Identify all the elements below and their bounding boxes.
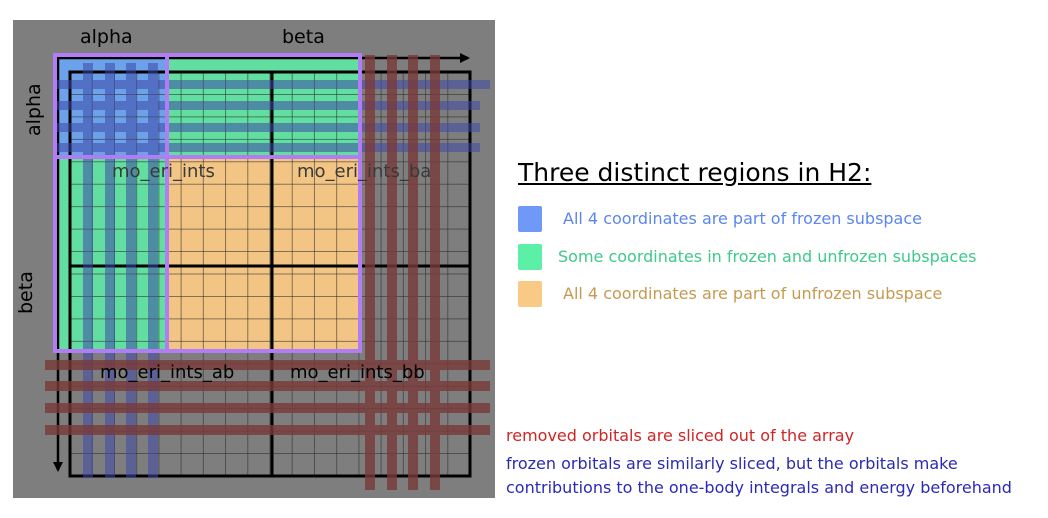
frozen-band-v2 xyxy=(105,63,115,478)
orbital-block-diagram: alpha beta alpha beta mo_eri_ints mo_eri… xyxy=(13,20,495,498)
block-label-bb: mo_eri_ints_bb xyxy=(290,362,425,383)
unfrozen-region xyxy=(167,155,360,351)
outline-frozen-block xyxy=(53,53,362,353)
block-label-ab: mo_eri_ints_ab xyxy=(100,362,234,383)
removed-band-h3 xyxy=(45,403,490,413)
legend-item-mixed: Some coordinates in frozen and unfrozen … xyxy=(518,244,1038,272)
removed-bands xyxy=(45,55,490,490)
removed-band-h4 xyxy=(45,425,490,435)
removed-band-v4 xyxy=(430,55,440,490)
removed-band-v2 xyxy=(387,55,397,490)
axis-label-top-beta: beta xyxy=(282,26,325,48)
legend-item-unfrozen: All 4 coordinates are part of unfrozen s… xyxy=(518,281,1038,309)
region-outlines xyxy=(53,53,362,353)
frozen-orbitals-note-line1: frozen orbitals are similarly sliced, bu… xyxy=(506,454,958,473)
frozen-bands xyxy=(55,63,490,478)
legend-swatch-unfrozen xyxy=(518,281,542,307)
frozen-band-h2 xyxy=(55,101,480,110)
frozen-band-h4 xyxy=(55,143,480,152)
axis-label-left-alpha: alpha xyxy=(23,83,45,136)
removed-band-v1 xyxy=(365,55,375,490)
frozen-band-h1 xyxy=(55,80,490,89)
legend-label-frozen: All 4 coordinates are part of frozen sub… xyxy=(563,209,922,228)
legend-title: Three distinct regions in H2: xyxy=(518,158,872,187)
block-label-ba: mo_eri_ints_ba xyxy=(297,161,431,182)
block-label-aa: mo_eri_ints xyxy=(112,161,215,182)
frozen-band-v4 xyxy=(148,63,158,478)
axis-label-left-beta: beta xyxy=(15,271,37,314)
outer-block-border xyxy=(68,70,472,478)
legend-swatch-frozen xyxy=(518,206,542,232)
legend-label-mixed: Some coordinates in frozen and unfrozen … xyxy=(558,247,977,266)
removed-orbitals-note: removed orbitals are sliced out of the a… xyxy=(506,426,855,445)
removed-band-v3 xyxy=(408,55,418,490)
axis-label-top-alpha: alpha xyxy=(80,26,133,48)
removed-band-h1 xyxy=(45,360,490,370)
frozen-orbitals-note-line2: contributions to the one-body integrals … xyxy=(506,478,1012,497)
legend-label-unfrozen: All 4 coordinates are part of unfrozen s… xyxy=(563,284,943,303)
frozen-band-v1 xyxy=(83,63,93,478)
legend-item-frozen: All 4 coordinates are part of frozen sub… xyxy=(518,206,1038,234)
removed-band-h2 xyxy=(45,381,490,391)
frozen-band-h3 xyxy=(55,123,480,132)
frozen-band-v3 xyxy=(126,63,136,478)
legend-swatch-mixed xyxy=(518,244,542,270)
